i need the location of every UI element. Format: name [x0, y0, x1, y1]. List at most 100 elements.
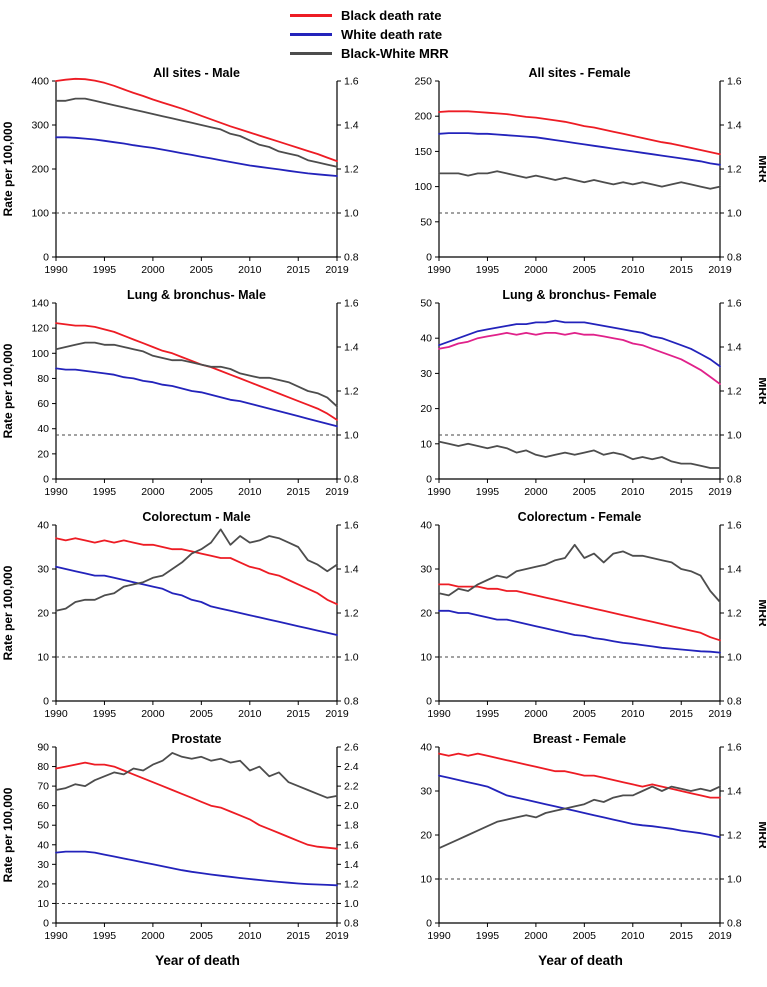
series-white-death-rate — [55, 850, 338, 887]
series-black-death-rate — [55, 537, 338, 606]
svg-text:1990: 1990 — [427, 264, 451, 276]
svg-text:1.6: 1.6 — [344, 298, 359, 310]
svg-text:2000: 2000 — [524, 264, 548, 276]
svg-text:0: 0 — [426, 918, 432, 930]
series-black-white-mrr — [438, 543, 721, 603]
svg-text:120: 120 — [31, 323, 49, 335]
svg-text:1995: 1995 — [93, 708, 117, 720]
series-black-death-rate — [438, 752, 721, 799]
svg-text:1.2: 1.2 — [344, 164, 359, 176]
left-axis: 0 20 40 60 80 100 120 140 — [31, 298, 56, 486]
svg-text:0.8: 0.8 — [727, 474, 742, 486]
svg-text:40: 40 — [37, 423, 49, 435]
chart-lung-bronchus-female: 0 10 20 30 40 50 0.8 1.0 1.2 1.4 1.6 1990 1995 2000 20… — [420, 288, 766, 498]
svg-text:2019: 2019 — [708, 708, 732, 720]
svg-text:60: 60 — [37, 398, 49, 410]
svg-text:2019: 2019 — [325, 708, 349, 720]
svg-text:20: 20 — [37, 448, 49, 460]
svg-text:2010: 2010 — [621, 264, 645, 276]
svg-text:1.2: 1.2 — [727, 164, 742, 176]
svg-text:1.0: 1.0 — [344, 898, 359, 910]
svg-text:2010: 2010 — [238, 264, 262, 276]
svg-text:0: 0 — [426, 474, 432, 486]
svg-text:2010: 2010 — [621, 930, 645, 942]
svg-text:2000: 2000 — [524, 708, 548, 720]
panel-lung-bronchus-male: 0 20 40 60 80 100 120 140 0.8 1.0 1.2 1.4 1.6 1990 199… — [0, 287, 383, 509]
right-axis: 0.8 1.0 1.2 1.4 1.6 — [720, 298, 742, 486]
svg-text:1.2: 1.2 — [727, 608, 742, 620]
right-axis: 0.8 1.0 1.2 1.4 1.6 — [720, 520, 742, 708]
svg-text:0.8: 0.8 — [344, 252, 359, 264]
svg-text:1.6: 1.6 — [727, 742, 742, 754]
svg-text:1.6: 1.6 — [344, 839, 359, 851]
x-axis: 1990 1995 2000 2005 2010 2015 2019 — [427, 701, 732, 720]
svg-text:1995: 1995 — [476, 708, 500, 720]
series-white-death-rate — [55, 565, 338, 636]
series-black-white-mrr — [55, 528, 338, 612]
svg-text:2005: 2005 — [190, 708, 214, 720]
svg-text:1995: 1995 — [93, 486, 117, 498]
svg-text:1.4: 1.4 — [727, 120, 742, 132]
svg-text:40: 40 — [37, 839, 49, 851]
white-death-rate-line-swatch — [290, 33, 332, 36]
svg-text:1990: 1990 — [44, 264, 68, 276]
chart-prostate: 0 10 20 30 40 50 60 70 80 90 0.8 1.0 1.2 1.4 1.6 1.8 2.0… — [1, 732, 359, 942]
svg-text:2010: 2010 — [238, 486, 262, 498]
svg-text:1995: 1995 — [93, 930, 117, 942]
svg-text:250: 250 — [414, 76, 432, 88]
svg-text:2000: 2000 — [141, 486, 165, 498]
svg-text:100: 100 — [414, 181, 432, 193]
svg-text:2015: 2015 — [287, 264, 311, 276]
svg-text:2015: 2015 — [670, 930, 694, 942]
svg-text:1.4: 1.4 — [344, 859, 359, 871]
svg-text:1995: 1995 — [93, 264, 117, 276]
svg-text:0.8: 0.8 — [344, 918, 359, 930]
svg-text:2019: 2019 — [325, 264, 349, 276]
svg-text:2005: 2005 — [573, 930, 597, 942]
panel-colorectum-female: 0 10 20 30 40 0.8 1.0 1.2 1.4 1.6 1990 1995 2000 2005… — [383, 509, 766, 731]
series-black-death-rate — [438, 583, 721, 642]
right-axis: 0.8 1.0 1.2 1.4 1.6 — [337, 76, 359, 264]
svg-text:2019: 2019 — [708, 930, 732, 942]
right-axis: 0.8 1.0 1.2 1.4 1.6 — [337, 298, 359, 486]
legend-item-black-white-mrr: Black-White MRR — [290, 46, 449, 61]
x-axis-labels-row: Year of death Year of death — [0, 953, 767, 968]
svg-text:150: 150 — [414, 146, 432, 158]
svg-text:1.4: 1.4 — [344, 564, 359, 576]
svg-text:30: 30 — [420, 786, 432, 798]
black-white-mrr-line-swatch — [290, 52, 332, 55]
chart-all-sites-male: 0 100 200 300 400 0.8 1.0 1.2 1.4 1.6 1990 1995 2000… — [1, 66, 359, 276]
svg-text:1.0: 1.0 — [344, 430, 359, 442]
svg-text:2000: 2000 — [141, 264, 165, 276]
svg-text:1.4: 1.4 — [727, 564, 742, 576]
x-axis: 1990 1995 2000 2005 2010 2015 2019 — [427, 923, 732, 942]
svg-text:2.0: 2.0 — [344, 800, 359, 812]
panel-title: Colorectum - Male — [142, 510, 250, 524]
svg-text:2.2: 2.2 — [344, 781, 359, 793]
svg-text:2.6: 2.6 — [344, 742, 359, 754]
legend-label-black-death-rate: Black death rate — [341, 8, 442, 23]
series-black-white-mrr — [438, 170, 721, 190]
svg-text:1990: 1990 — [427, 930, 451, 942]
x-axis: 1990 1995 2000 2005 2010 2015 2019 — [44, 923, 349, 942]
svg-text:1.6: 1.6 — [727, 76, 742, 88]
left-axis: 0 50 100 150 200 250 — [414, 76, 439, 264]
svg-text:10: 10 — [37, 898, 49, 910]
svg-text:140: 140 — [31, 298, 49, 310]
series-black-death-rate — [55, 77, 338, 162]
svg-text:50: 50 — [37, 820, 49, 832]
svg-text:0: 0 — [43, 696, 49, 708]
chart-grid: 0 100 200 300 400 0.8 1.0 1.2 1.4 1.6 1990 1995 2000… — [0, 65, 767, 953]
series-black-death-rate — [438, 332, 721, 385]
svg-text:2000: 2000 — [524, 486, 548, 498]
svg-text:2000: 2000 — [524, 930, 548, 942]
right-axis: 0.8 1.0 1.2 1.4 1.6 1.8 2.0 2.2 2.4 2.6 — [337, 742, 359, 930]
svg-text:1.2: 1.2 — [344, 878, 359, 890]
right-axis: 0.8 1.0 1.2 1.4 1.6 — [720, 76, 742, 264]
svg-text:60: 60 — [37, 800, 49, 812]
svg-text:10: 10 — [420, 652, 432, 664]
svg-text:1.0: 1.0 — [344, 652, 359, 664]
svg-text:2010: 2010 — [621, 708, 645, 720]
